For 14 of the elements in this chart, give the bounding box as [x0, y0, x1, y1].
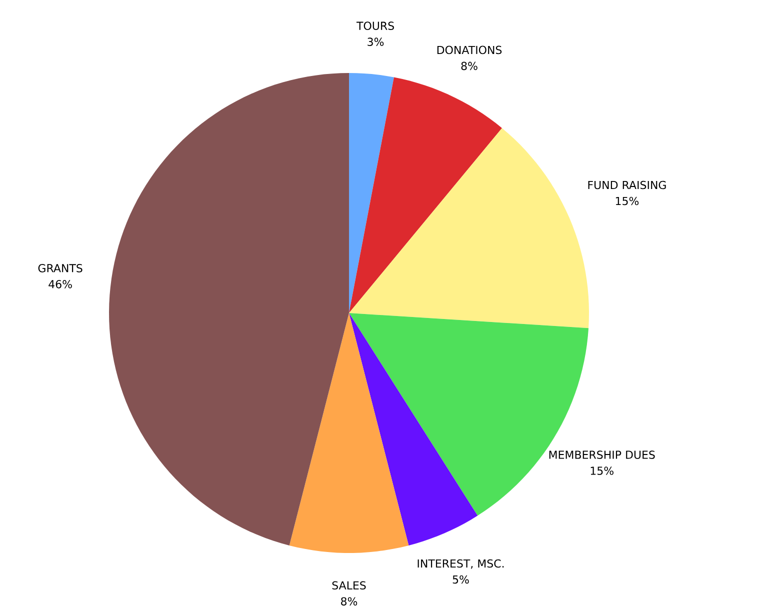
data-label: 5%: [452, 575, 469, 584]
slice-label: SALES: [332, 581, 366, 590]
data-label: 8%: [461, 62, 478, 70]
data-label: 46%: [48, 280, 72, 288]
slice-label: DONATIONS: [437, 46, 502, 54]
slice-label: FUND RAISING: [588, 180, 666, 190]
data-label: 8%: [341, 597, 358, 606]
slice-label: GRANTS: [38, 264, 82, 272]
data-label: 15%: [616, 196, 639, 206]
data-label: 15%: [590, 466, 614, 475]
slice-label: MEMBERSHIP DUES: [549, 450, 655, 459]
slice-label: TOURS: [356, 22, 394, 30]
slice-label: INTEREST, MSC.: [418, 559, 504, 569]
data-label: 3%: [368, 38, 384, 46]
